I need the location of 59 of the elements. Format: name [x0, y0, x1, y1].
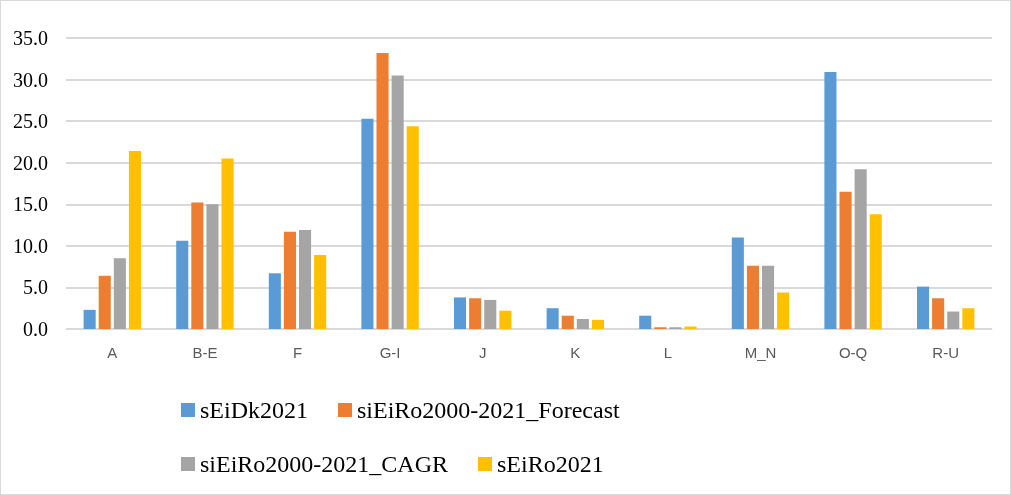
bar: [916, 286, 930, 329]
bar: [561, 315, 574, 329]
legend-label: sEiRo2021: [497, 451, 604, 477]
bar: [113, 258, 126, 329]
y-tick-label: 20.0: [13, 151, 48, 174]
legend-label: siEiRo2000-2021_CAGR: [200, 451, 449, 477]
bar: [128, 151, 142, 329]
x-tick-label: J: [478, 344, 487, 361]
bar: [391, 75, 404, 329]
bar: [299, 230, 312, 329]
bar: [268, 273, 281, 329]
bar: [314, 255, 327, 329]
bar: [98, 275, 111, 329]
bar: [962, 308, 975, 329]
y-tick-label: 5.0: [23, 276, 48, 299]
x-tick-label: R-U: [932, 344, 960, 361]
bar: [484, 299, 497, 329]
bar: [376, 52, 389, 329]
y-tick-label: 35.0: [13, 27, 48, 49]
y-tick-label: 25.0: [13, 110, 48, 133]
x-tick-label: F: [292, 344, 303, 361]
bar: [947, 311, 960, 329]
bar: [591, 319, 605, 329]
bar: [191, 202, 204, 329]
legend-label: siEiRo2000-2021_Forecast: [357, 397, 620, 423]
x-tick-label: B-E: [192, 344, 218, 361]
bar: [576, 319, 589, 329]
bar: [546, 308, 559, 329]
bar: [499, 310, 512, 329]
bar: [932, 298, 945, 329]
bar: [361, 118, 374, 329]
x-tick-label: G-I: [379, 344, 401, 361]
x-tick-label: L: [663, 344, 673, 361]
bar: [406, 126, 419, 329]
bar: [469, 298, 482, 329]
bar: [854, 169, 867, 329]
bar: [453, 297, 467, 329]
x-tick-label: O-Q: [838, 344, 868, 361]
bar: [777, 292, 790, 329]
bar: [839, 191, 852, 329]
x-tick-label: K: [570, 344, 581, 361]
bar: [746, 265, 759, 329]
bar: [824, 72, 837, 329]
bar: [283, 231, 296, 329]
y-tick-label: 15.0: [13, 193, 48, 216]
bar: [639, 315, 652, 329]
bar: [762, 265, 775, 329]
y-tick-label: 30.0: [13, 68, 48, 91]
bar: [206, 204, 219, 329]
bar: [221, 158, 234, 329]
x-tick-label: A: [107, 344, 118, 361]
bar: [869, 214, 882, 329]
bar: [176, 240, 189, 329]
bar: [731, 237, 744, 329]
y-tick-label: 10.0: [13, 234, 48, 257]
y-tick-label: 0.0: [23, 318, 48, 340]
x-tick-label: M_N: [744, 344, 777, 361]
bar: [83, 309, 96, 329]
legend-label: sEiDk2021: [200, 397, 308, 423]
